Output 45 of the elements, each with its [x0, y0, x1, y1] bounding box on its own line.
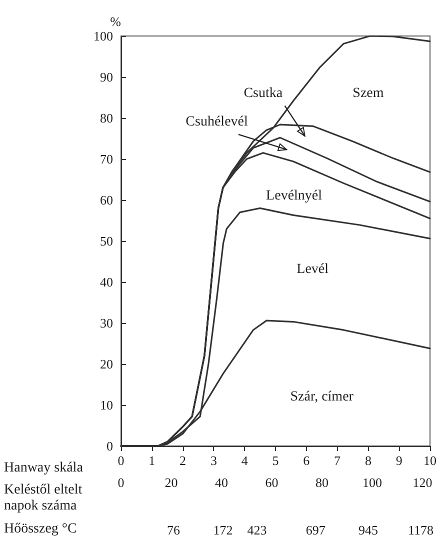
y-tick-label: 70: [100, 152, 113, 166]
annotation: Szem: [352, 86, 384, 101]
annotation: Szár, címer: [290, 389, 354, 404]
x-tick-label: 1: [148, 453, 156, 468]
y-tick-label: 10: [100, 398, 113, 412]
annotation: Levélnyél: [266, 188, 322, 204]
y-tick-label: 90: [100, 70, 113, 84]
annotation: Levél: [296, 262, 329, 278]
x-axis-title: Hanway skála: [4, 460, 84, 476]
x-tick-label: 3: [210, 453, 217, 468]
y-tick-label: 40: [100, 274, 113, 290]
x2-tick-label: 80: [315, 475, 328, 490]
x-tick-label: 10: [424, 453, 436, 468]
y-tick-label: 20: [100, 356, 113, 372]
x2-tick-label: 20: [164, 475, 178, 490]
x2-tick-label: 100: [362, 475, 382, 490]
text: 76: [167, 522, 181, 538]
y-tick-label: 0: [106, 438, 113, 454]
annotation: Csuhélevél: [186, 114, 248, 130]
x2-tick-label: 40: [214, 475, 228, 490]
x-tick-label: 2: [180, 453, 186, 468]
text: 172: [213, 522, 233, 538]
x-tick-label: 5: [272, 453, 279, 468]
text: Hőösszeg °C: [4, 522, 77, 536]
x2-axis-title: Keléstől eltelt napok száma: [4, 482, 86, 514]
text: 945: [358, 522, 378, 538]
y-tick-label: 30: [100, 316, 113, 330]
x-tick-label: 0: [118, 453, 124, 468]
y-tick-label: 50: [100, 234, 113, 248]
x-tick-label: 7: [334, 453, 342, 468]
x-tick-label: 6: [303, 453, 310, 468]
y-tick-label: 80: [100, 110, 113, 126]
x2-tick-label: 120: [412, 475, 432, 490]
x-tick-label: 8: [364, 453, 372, 468]
x2-tick-label: 60: [265, 475, 278, 490]
y-tick-label: 60: [100, 192, 113, 208]
x-tick-label: 9: [396, 453, 402, 468]
text: 697: [306, 522, 326, 538]
text: 423: [247, 522, 267, 538]
x-tick-label: 4: [241, 453, 248, 468]
text: 1178: [408, 522, 434, 538]
y-tick-label: 100: [94, 28, 113, 44]
y-axis-title: %: [110, 14, 122, 29]
x2-tick-label: 0: [118, 475, 124, 490]
annotation: Csutka: [244, 86, 284, 101]
